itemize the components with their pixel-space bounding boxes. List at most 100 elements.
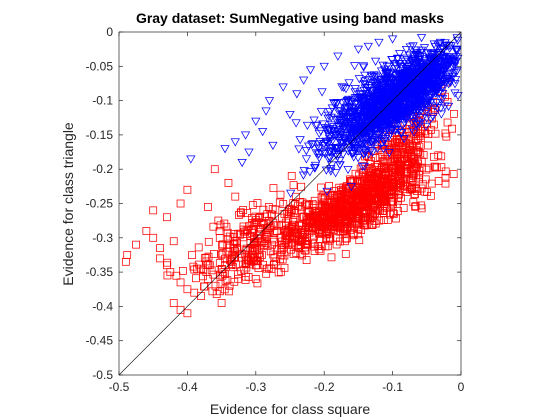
square-point xyxy=(392,214,400,223)
triangle-point xyxy=(384,149,394,158)
triangle-point xyxy=(398,121,408,130)
square-point xyxy=(341,218,350,227)
square-point xyxy=(431,162,440,171)
triangle-point xyxy=(393,126,404,135)
triangle-point xyxy=(307,140,318,149)
x-axis-label: Evidence for class square xyxy=(210,401,371,417)
triangle-point xyxy=(344,95,354,105)
triangle-point xyxy=(379,109,390,118)
triangle-point xyxy=(392,54,403,63)
square-point xyxy=(424,141,432,150)
triangle-point xyxy=(405,106,415,115)
triangle-point xyxy=(402,77,412,86)
triangle-point xyxy=(402,91,412,100)
square-point xyxy=(322,228,330,236)
square-point xyxy=(282,231,290,240)
triangle-point xyxy=(306,141,317,150)
square-point xyxy=(414,135,422,144)
square-point xyxy=(204,203,212,211)
triangle-point xyxy=(370,57,381,66)
triangle-point xyxy=(367,114,378,123)
square-point xyxy=(318,215,327,223)
triangle-point xyxy=(415,81,426,90)
square-point xyxy=(375,152,384,161)
triangle-point xyxy=(340,105,350,114)
triangle-point xyxy=(301,155,312,164)
y-tick-label: 0 xyxy=(106,25,113,39)
triangle-point xyxy=(400,118,410,128)
triangle-point xyxy=(345,127,355,136)
square-point xyxy=(301,243,310,252)
square-point xyxy=(281,226,290,235)
square-point xyxy=(248,244,257,253)
square-point xyxy=(414,147,423,156)
triangle-point xyxy=(388,88,398,97)
triangle-point xyxy=(346,139,356,148)
triangle-point xyxy=(365,82,375,91)
triangle-point xyxy=(392,79,402,88)
triangle-point xyxy=(378,145,389,154)
square-point xyxy=(156,254,164,263)
triangle-point xyxy=(407,118,417,127)
triangle-point xyxy=(349,62,360,71)
square-point xyxy=(434,151,443,160)
square-point xyxy=(310,201,319,210)
square-point xyxy=(179,267,187,275)
triangle-point xyxy=(411,50,421,59)
square-point xyxy=(430,152,438,161)
triangle-point xyxy=(346,183,356,192)
triangle-point xyxy=(389,120,399,129)
square-point xyxy=(169,237,178,246)
square-point xyxy=(231,237,240,246)
square-point xyxy=(194,243,203,252)
square-point xyxy=(277,251,286,260)
square-point xyxy=(303,237,311,246)
square-point xyxy=(244,226,252,235)
triangle-point xyxy=(299,76,309,85)
triangle-point xyxy=(302,121,313,131)
square-point xyxy=(432,163,441,172)
triangle-point xyxy=(360,71,370,80)
triangle-point xyxy=(422,114,432,123)
square-point xyxy=(352,199,361,207)
triangle-point xyxy=(237,158,247,168)
square-point xyxy=(336,202,344,211)
square-point xyxy=(244,256,252,265)
triangle-point xyxy=(416,106,426,115)
triangle-point xyxy=(384,100,395,109)
y-tick-label: -0.3 xyxy=(92,231,113,245)
triangle-point xyxy=(294,145,304,154)
triangle-point xyxy=(343,166,353,175)
square-point xyxy=(362,194,371,203)
triangle-point xyxy=(368,102,378,111)
square-point xyxy=(238,253,247,262)
triangle-point xyxy=(430,61,440,70)
triangle-point xyxy=(328,136,338,145)
square-point xyxy=(408,181,417,190)
triangle-point xyxy=(362,109,373,118)
square-point xyxy=(389,198,397,207)
square-point xyxy=(272,227,281,235)
triangle-point xyxy=(316,148,326,157)
square-point xyxy=(299,213,307,221)
triangle-point xyxy=(410,71,420,81)
square-point xyxy=(267,210,276,219)
square-point xyxy=(286,204,295,213)
square-point xyxy=(359,216,368,225)
square-point xyxy=(224,179,233,187)
square-point xyxy=(242,225,251,234)
triangle-point xyxy=(379,119,389,128)
square-point xyxy=(166,268,175,276)
square-point xyxy=(370,217,379,226)
triangle-point xyxy=(311,149,321,158)
triangle-point xyxy=(363,83,373,93)
triangle-point xyxy=(333,153,343,162)
triangle-point xyxy=(426,91,436,101)
triangle-point xyxy=(319,62,329,72)
square-point xyxy=(354,230,363,239)
square-point xyxy=(347,197,356,206)
triangle-point xyxy=(435,38,446,48)
triangle-point xyxy=(366,123,376,132)
triangle-point xyxy=(408,72,418,81)
triangle-point xyxy=(401,113,411,122)
